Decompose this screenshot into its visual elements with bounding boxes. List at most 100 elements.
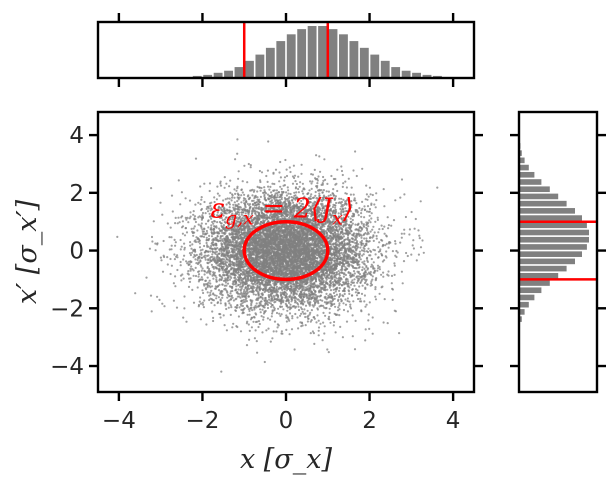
scatter-point — [169, 226, 172, 229]
scatter-point — [208, 189, 211, 193]
scatter-point — [134, 292, 137, 295]
scatter-point — [233, 207, 236, 210]
scatter-point — [258, 322, 261, 326]
scatter-point — [297, 305, 300, 308]
scatter-point — [340, 284, 344, 287]
scatter-point — [236, 295, 239, 298]
scatter-point — [275, 330, 278, 333]
scatter-point — [347, 208, 350, 211]
scatter-point — [223, 186, 226, 189]
scatter-point — [436, 186, 439, 189]
scatter-point — [356, 279, 359, 283]
scatter-point — [240, 194, 243, 197]
scatter-point — [282, 308, 285, 311]
scatter-point — [337, 277, 340, 281]
scatter-point — [199, 296, 202, 299]
scatter-point — [353, 284, 356, 287]
scatter-point — [161, 270, 165, 273]
scatter-point — [219, 235, 223, 238]
scatter-point — [319, 298, 322, 302]
scatter-point — [317, 329, 320, 332]
scatter-point — [183, 242, 186, 245]
scatter-point — [364, 305, 367, 308]
scatter-point — [197, 273, 201, 276]
scatter-point — [291, 175, 295, 178]
scatter-point — [284, 296, 287, 299]
scatter-point — [187, 270, 190, 273]
scatter-point — [375, 192, 378, 195]
scatter-point — [172, 299, 175, 302]
scatter-point — [174, 285, 177, 288]
scatter-point — [421, 239, 424, 242]
scatter-point — [259, 311, 262, 314]
scatter-point — [363, 300, 366, 303]
scatter-point — [190, 265, 193, 268]
scatter-point — [248, 329, 251, 332]
scatter-point — [235, 325, 238, 328]
scatter-point — [293, 191, 296, 194]
scatter-point — [293, 299, 296, 302]
scatter-point — [203, 273, 206, 276]
scatter-point — [299, 314, 302, 317]
scatter-point — [281, 212, 284, 215]
scatter-point — [299, 181, 302, 184]
scatter-point — [377, 231, 380, 234]
scatter-point — [180, 279, 183, 282]
scatter-point — [359, 258, 362, 261]
scatter-point — [210, 263, 213, 266]
scatter-point — [306, 320, 309, 323]
scatter-point — [387, 246, 390, 249]
scatter-point — [378, 241, 381, 244]
scatter-point — [219, 206, 222, 210]
scatter-point — [180, 191, 183, 194]
scatter-point — [291, 317, 294, 320]
scatter-point — [199, 203, 202, 206]
scatter-point — [285, 328, 288, 331]
scatter-point — [211, 253, 214, 256]
scatter-point — [304, 315, 307, 319]
scatter-point — [310, 187, 313, 190]
scatter-point — [177, 216, 180, 219]
scatter-point — [351, 288, 354, 291]
scatter-point — [344, 273, 347, 277]
scatter-point — [322, 179, 325, 182]
scatter-point — [161, 302, 164, 305]
scatter-point — [246, 181, 249, 184]
scatter-point — [179, 248, 182, 251]
scatter-point — [186, 216, 189, 219]
scatter-point — [406, 254, 409, 258]
scatter-point — [293, 174, 297, 177]
scatter-point — [300, 172, 303, 175]
scatter-point — [198, 246, 202, 249]
scatter-point — [355, 202, 358, 205]
scatter-point — [200, 198, 203, 201]
scatter-point — [344, 303, 348, 306]
scatter-point — [302, 312, 305, 315]
scatter-point — [324, 314, 327, 317]
scatter-point — [355, 267, 358, 270]
scatter-point — [366, 268, 369, 271]
scatter-point — [400, 270, 403, 273]
scatter-point — [225, 329, 228, 332]
scatter-point — [332, 285, 335, 288]
scatter-point — [220, 242, 223, 245]
scatter-point — [198, 300, 201, 303]
scatter-point — [368, 327, 371, 330]
scatter-point — [347, 280, 350, 283]
scatter-point — [185, 231, 189, 234]
scatter-point — [357, 297, 360, 301]
scatter-point — [366, 259, 369, 262]
scatter-point — [183, 246, 186, 249]
scatter-point — [418, 237, 421, 240]
scatter-point — [276, 326, 279, 329]
scatter-point — [353, 278, 356, 281]
scatter-point — [187, 285, 191, 288]
scatter-point — [274, 168, 278, 171]
scatter-point — [206, 232, 209, 235]
scatter-point — [322, 189, 325, 192]
scatter-point — [217, 289, 221, 292]
scatter-point — [367, 225, 370, 228]
scatter-point — [248, 196, 251, 199]
scatter-point — [212, 299, 215, 302]
scatter-point — [208, 212, 211, 215]
